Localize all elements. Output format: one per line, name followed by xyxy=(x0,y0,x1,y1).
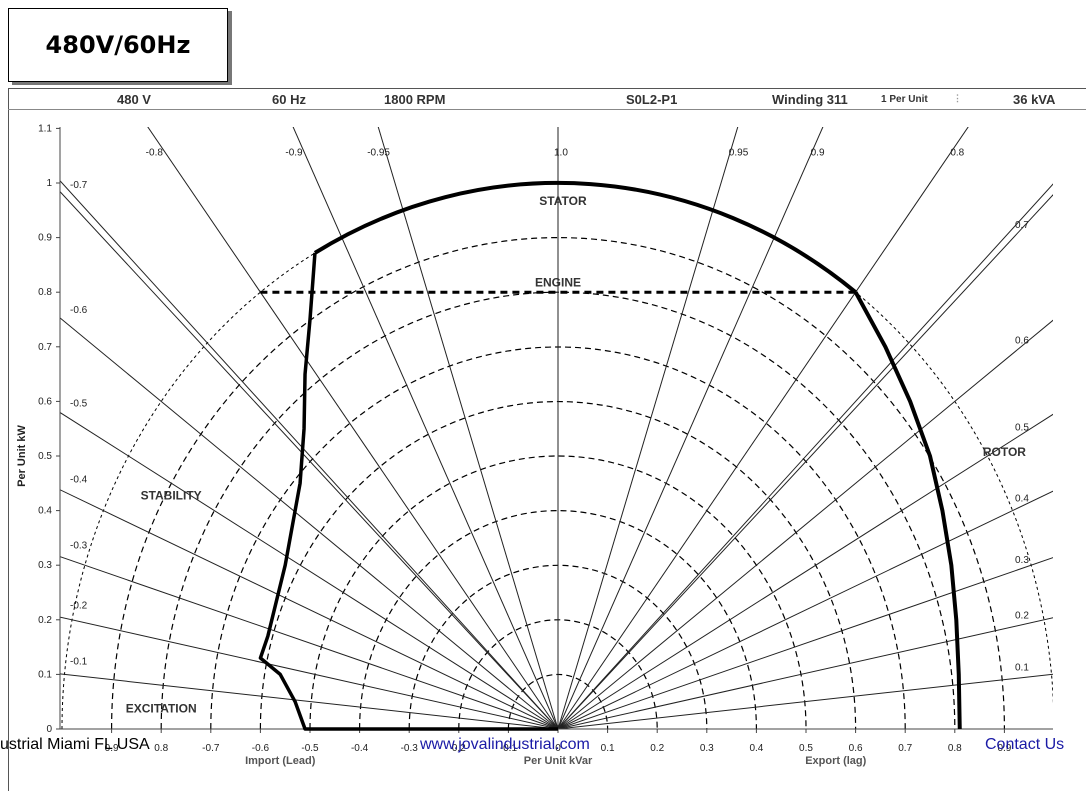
region-label-excitation: EXCITATION xyxy=(126,702,197,716)
region-label-stator: STATOR xyxy=(539,194,587,208)
pf-line-label-5: -0.7 xyxy=(70,180,88,191)
x-tick-label-14: 0.5 xyxy=(799,743,813,754)
x-tick-label-1: 0.8 xyxy=(154,743,168,754)
pf-line-2 xyxy=(171,0,558,729)
x-tick-label-10: 0.1 xyxy=(601,743,615,754)
y-tick-label-4: 0.4 xyxy=(38,506,52,517)
region-label-rotor: ROTOR xyxy=(983,445,1026,459)
y-tick-label-11: 1.1 xyxy=(38,123,52,134)
y-tick-label-2: 0.2 xyxy=(38,615,52,626)
y-tick-label-9: 0.9 xyxy=(38,233,52,244)
pf-line-14 xyxy=(558,0,1086,729)
x-tick-label-12: 0.3 xyxy=(700,743,714,754)
x-axis-left-label: Import (Lead) xyxy=(245,755,316,767)
y-tick-label-10: 1 xyxy=(46,178,52,189)
pf-line-label-10: -0.2 xyxy=(70,600,88,611)
y-tick-label-0: 0 xyxy=(46,724,52,735)
pf-line-label-2: -0.95 xyxy=(367,148,390,159)
x-tick-label-11: 0.2 xyxy=(650,743,664,754)
y-tick-label-6: 0.6 xyxy=(38,396,52,407)
region-label-engine: ENGINE xyxy=(535,276,581,290)
pf-line-label-16: 0.6 xyxy=(1015,336,1029,347)
pf-line-label-1: 1.0 xyxy=(554,148,568,159)
footer-website-link[interactable]: www.jovalindustrial.com xyxy=(420,736,590,754)
pf-line-19 xyxy=(558,320,1086,730)
angle-line-2 xyxy=(0,0,558,729)
x-tick-label-16: 0.7 xyxy=(898,743,912,754)
pf-line-4 xyxy=(0,0,558,729)
pf-line-label-20: 0.2 xyxy=(1015,610,1029,621)
x-tick-label-4: -0.5 xyxy=(301,743,319,754)
region-label-stability: STABILITY xyxy=(141,489,202,503)
pf-line-15 xyxy=(558,0,1086,729)
y-tick-label-1: 0.1 xyxy=(38,669,52,680)
pf-line-label-9: -0.3 xyxy=(70,541,88,552)
pf-line-label-12: 0.95 xyxy=(729,148,749,159)
footer-contact-link[interactable]: Contact Us xyxy=(985,736,1064,754)
pf-line-13 xyxy=(558,0,1086,729)
x-tick-label-6: -0.3 xyxy=(401,743,419,754)
pf-line-8 xyxy=(0,183,558,729)
pf-line-label-17: 0.5 xyxy=(1015,423,1029,434)
pf-line-12 xyxy=(558,0,945,729)
x-tick-label-17: 0.8 xyxy=(948,743,962,754)
angle-line-1 xyxy=(558,0,1086,729)
x-tick-label-5: -0.4 xyxy=(351,743,369,754)
pf-line-label-14: 0.8 xyxy=(950,148,964,159)
x-tick-label-13: 0.4 xyxy=(749,743,763,754)
pf-line-label-8: -0.4 xyxy=(70,475,88,486)
y-tick-label-5: 0.5 xyxy=(38,451,52,462)
footer-location-text: ustrial Miami FL USA xyxy=(0,736,150,754)
pf-line-label-13: 0.9 xyxy=(811,148,825,159)
pf-line-label-3: -0.9 xyxy=(285,148,303,159)
x-tick-label-2: -0.7 xyxy=(202,743,220,754)
pf-line-label-11: -0.1 xyxy=(70,657,88,668)
x-tick-label-15: 0.6 xyxy=(849,743,863,754)
pf-line-label-15: 0.7 xyxy=(1015,220,1029,231)
pf-line-label-7: -0.5 xyxy=(70,398,88,409)
x-axis-right-label: Export (lag) xyxy=(805,755,866,767)
rotor-limit-curve xyxy=(856,292,960,729)
pf-line-5 xyxy=(0,0,558,729)
pf-line-6 xyxy=(0,0,558,729)
pf-line-label-18: 0.4 xyxy=(1015,493,1029,504)
x-tick-label-3: -0.6 xyxy=(252,743,270,754)
pf-line-label-4: -0.8 xyxy=(146,148,164,159)
y-tick-label-7: 0.7 xyxy=(38,342,52,353)
pf-line-16 xyxy=(558,0,1086,729)
pf-line-label-21: 0.1 xyxy=(1015,662,1029,673)
x-axis-label: Per Unit kVar xyxy=(524,755,593,767)
pf-line-3 xyxy=(17,0,558,729)
pf-line-7 xyxy=(0,47,558,730)
pf-line-label-6: -0.6 xyxy=(70,305,88,316)
y-tick-label-8: 0.8 xyxy=(38,287,52,298)
y-axis-label: Per Unit kW xyxy=(16,425,28,487)
y-tick-label-3: 0.3 xyxy=(38,560,52,571)
pf-line-label-19: 0.3 xyxy=(1015,555,1029,566)
